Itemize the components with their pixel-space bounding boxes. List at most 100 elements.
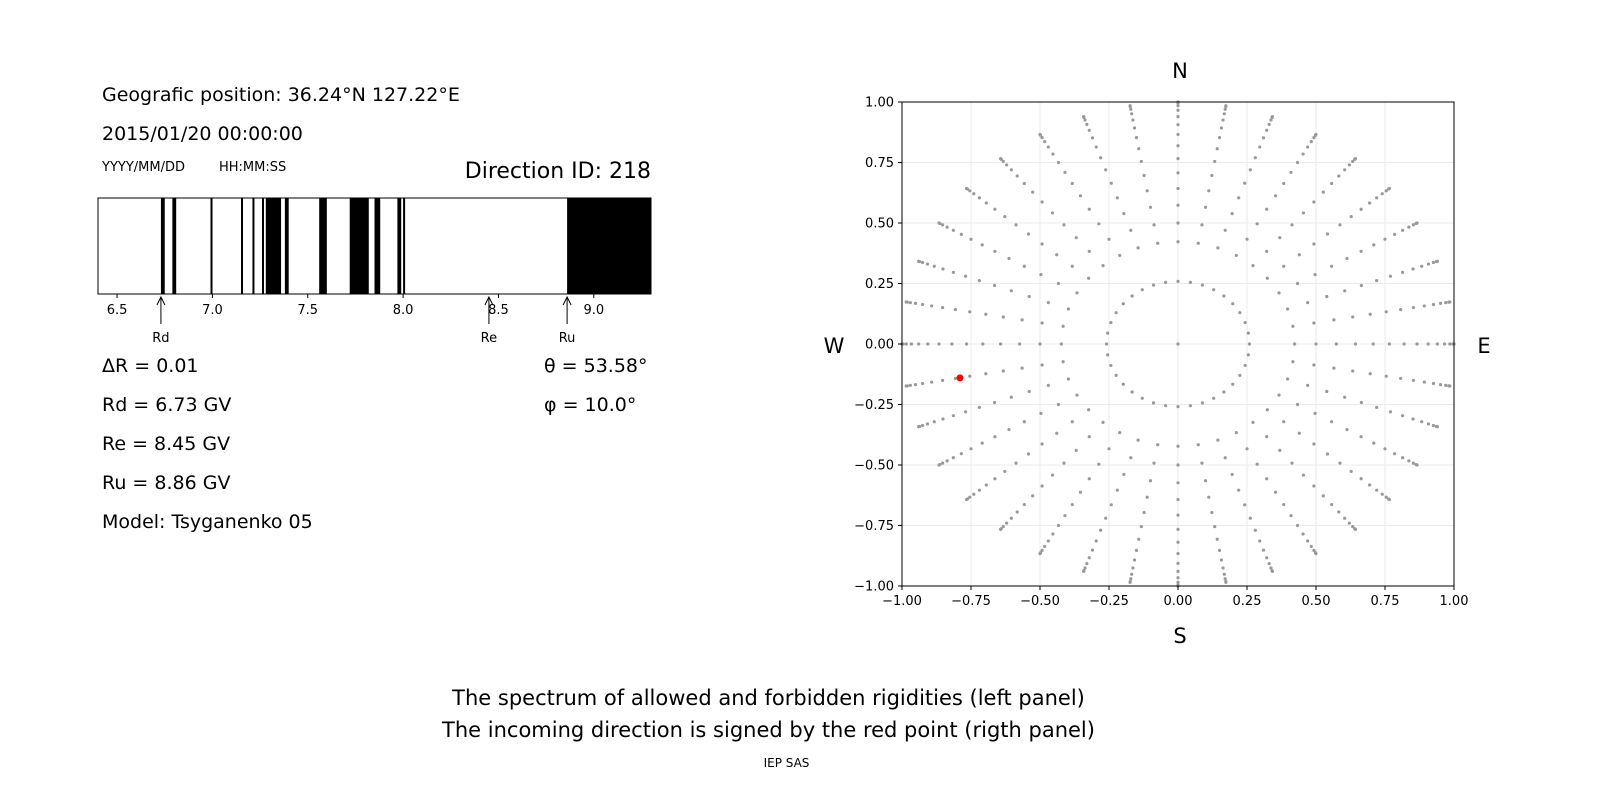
direction-point-115 xyxy=(1255,222,1259,226)
direction-point-218 xyxy=(1384,310,1388,314)
direction-point-314 xyxy=(1094,539,1098,543)
spectrum-tick-label-5: 9.0 xyxy=(583,303,604,318)
direction-point-217 xyxy=(1387,342,1392,346)
direction-point-450 xyxy=(908,301,912,305)
direction-point-64 xyxy=(1176,444,1180,448)
direction-point-241 xyxy=(1070,502,1074,507)
direction-south: S xyxy=(1173,624,1186,648)
direction-point-165 xyxy=(1009,395,1013,399)
direction-point-376 xyxy=(951,228,955,232)
direction-point-348 xyxy=(1015,510,1019,514)
direction-point-332 xyxy=(1261,136,1266,140)
direction-point-334 xyxy=(1176,123,1180,127)
credit: IEP SAS xyxy=(763,756,810,770)
direction-point-410 xyxy=(1005,163,1009,167)
direction-point-294 xyxy=(1330,181,1334,186)
direction-point-101 xyxy=(1200,461,1204,465)
y-tick-label-3: −0.25 xyxy=(854,398,894,413)
direction-point-90 xyxy=(1040,321,1044,325)
direction-point-299 xyxy=(1134,136,1139,140)
direction-point-56 xyxy=(1061,360,1065,364)
direction-point-239 xyxy=(1014,461,1018,465)
direction-point-342 xyxy=(930,304,934,308)
direction-point-97 xyxy=(1107,447,1111,451)
direction-point-516 xyxy=(1082,114,1086,119)
direction-point-25 xyxy=(1140,396,1144,400)
direction-point-451 xyxy=(904,342,908,346)
direction-point-507 xyxy=(1435,259,1439,263)
direction-point-88 xyxy=(1056,281,1061,286)
direction-point-319 xyxy=(1295,523,1300,528)
direction-point-397 xyxy=(1442,342,1447,346)
direction-point-326 xyxy=(1422,304,1426,308)
direction-point-425 xyxy=(1222,572,1226,576)
direction-point-512 xyxy=(1270,114,1274,119)
direction-point-300 xyxy=(1094,145,1098,149)
direction-point-1 xyxy=(1247,342,1252,346)
direction-point-244 xyxy=(1176,527,1180,531)
direction-point-220 xyxy=(1359,249,1363,253)
direction-point-184 xyxy=(1345,256,1349,261)
direction-point-310 xyxy=(969,447,973,451)
spectrum-tick-label-4: 8.5 xyxy=(488,303,509,318)
direction-point-171 xyxy=(1145,495,1149,499)
direction-point-82 xyxy=(1176,221,1180,225)
direction-point-284 xyxy=(1321,494,1325,498)
direction-point-467 xyxy=(1431,423,1436,428)
direction-point-285 xyxy=(1349,469,1353,474)
direction-point-346 xyxy=(959,452,963,456)
direction-point-248 xyxy=(1312,484,1316,488)
direction-point-327 xyxy=(1411,267,1415,271)
direction-point-538 xyxy=(1415,463,1419,467)
direction-point-520 xyxy=(937,221,941,225)
direction-point-223 xyxy=(1282,181,1286,186)
direction-point-395 xyxy=(1420,420,1424,424)
direction-point-86 xyxy=(1087,249,1091,253)
x-tick-label-8: 1.00 xyxy=(1440,594,1469,609)
direction-point-525 xyxy=(917,425,921,429)
direction-point-508 xyxy=(1415,221,1419,225)
y-tick-label-7: 0.75 xyxy=(865,156,894,171)
direction-point-175 xyxy=(1265,477,1269,481)
direction-point-245 xyxy=(1213,524,1217,529)
direction-point-431 xyxy=(1426,422,1431,426)
direction-point-539 xyxy=(1435,425,1439,429)
direction-point-436 xyxy=(1411,223,1415,227)
direction-point-153 xyxy=(1207,189,1211,193)
direction-point-22 xyxy=(1114,373,1118,377)
y-tick-label-0: −1.00 xyxy=(854,580,894,595)
direction-point-356 xyxy=(1337,510,1341,514)
direction-point-384 xyxy=(1009,516,1013,520)
direction-point-385 xyxy=(1046,539,1050,543)
direction-point-102 xyxy=(1223,456,1227,460)
direction-point-72 xyxy=(1291,360,1295,364)
direction-point-530 xyxy=(1082,569,1086,574)
direction-point-114 xyxy=(1278,236,1282,240)
direction-point-443 xyxy=(1129,107,1133,111)
marker-label-rd: Rd xyxy=(152,331,169,346)
direction-point-262 xyxy=(1176,144,1180,148)
direction-point-528 xyxy=(998,527,1003,531)
direction-point-155 xyxy=(1145,189,1149,193)
direction-point-110 xyxy=(1332,318,1336,322)
model-name: Model: Tsyganenko 05 xyxy=(102,511,313,533)
direction-point-441 xyxy=(1223,107,1227,111)
direction-point-96 xyxy=(1087,435,1091,439)
direction-point-400 xyxy=(1407,225,1411,229)
direction-point-366 xyxy=(1343,168,1347,172)
direction-point-210 xyxy=(1243,503,1247,507)
direction-point-318 xyxy=(1258,539,1262,543)
direction-point-357 xyxy=(1368,483,1372,487)
direction-point-459 xyxy=(1129,577,1133,581)
direction-point-315 xyxy=(1134,548,1139,552)
direction-point-517 xyxy=(1038,132,1042,137)
direction-point-65 xyxy=(1196,443,1200,447)
direction-point-367 xyxy=(1306,145,1310,149)
direction-point-158 xyxy=(1062,223,1066,227)
direction-point-269 xyxy=(963,274,968,278)
direction-point-46 xyxy=(1176,240,1180,244)
direction-point-113 xyxy=(1297,253,1301,257)
direction-point-394 xyxy=(1401,456,1405,460)
direction-point-380 xyxy=(920,381,925,386)
direction-point-41 xyxy=(1265,276,1269,280)
